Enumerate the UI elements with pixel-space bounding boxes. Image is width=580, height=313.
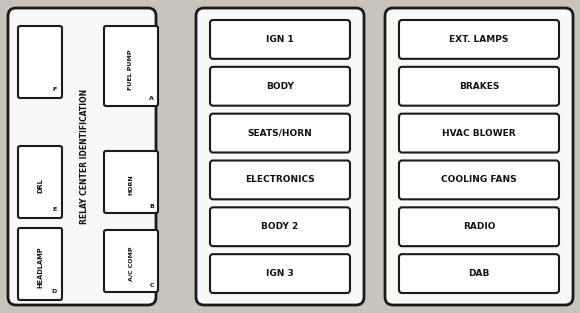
FancyBboxPatch shape (18, 146, 62, 218)
FancyBboxPatch shape (104, 26, 158, 106)
FancyBboxPatch shape (104, 230, 158, 292)
Text: A/C COMP: A/C COMP (129, 247, 133, 281)
Text: A: A (149, 95, 154, 100)
Text: IGN 3: IGN 3 (266, 269, 294, 278)
Text: IGN 1: IGN 1 (266, 35, 294, 44)
Text: BODY 2: BODY 2 (262, 222, 299, 231)
FancyBboxPatch shape (210, 161, 350, 199)
Text: RELAY CENTER IDENTIFICATION: RELAY CENTER IDENTIFICATION (81, 89, 89, 224)
Text: SEATS/HORN: SEATS/HORN (248, 129, 313, 138)
Text: HVAC BLOWER: HVAC BLOWER (442, 129, 516, 138)
FancyBboxPatch shape (18, 26, 62, 98)
FancyBboxPatch shape (104, 151, 158, 213)
FancyBboxPatch shape (210, 20, 350, 59)
Text: HORN: HORN (129, 175, 133, 196)
Text: DAB: DAB (468, 269, 490, 278)
FancyBboxPatch shape (399, 114, 559, 152)
FancyBboxPatch shape (8, 8, 156, 305)
Text: BODY: BODY (266, 82, 294, 91)
Text: ELECTRONICS: ELECTRONICS (245, 175, 315, 184)
Text: RADIO: RADIO (463, 222, 495, 231)
FancyBboxPatch shape (385, 8, 573, 305)
FancyBboxPatch shape (399, 67, 559, 106)
FancyBboxPatch shape (210, 207, 350, 246)
FancyBboxPatch shape (399, 254, 559, 293)
Text: EXT. LAMPS: EXT. LAMPS (450, 35, 509, 44)
FancyBboxPatch shape (210, 254, 350, 293)
Text: FUEL PUMP: FUEL PUMP (129, 50, 133, 90)
Text: C: C (149, 283, 154, 288)
Text: E: E (52, 207, 56, 212)
Text: DRL: DRL (37, 178, 43, 193)
Text: HEADLAMP: HEADLAMP (37, 247, 43, 288)
FancyBboxPatch shape (196, 8, 364, 305)
FancyBboxPatch shape (18, 228, 62, 300)
FancyBboxPatch shape (399, 161, 559, 199)
FancyBboxPatch shape (399, 207, 559, 246)
Text: F: F (52, 87, 56, 92)
FancyBboxPatch shape (210, 67, 350, 106)
Text: D: D (52, 289, 57, 294)
FancyBboxPatch shape (210, 114, 350, 152)
Text: BRAKES: BRAKES (459, 82, 499, 91)
Text: COOLING FANS: COOLING FANS (441, 175, 517, 184)
Text: B: B (149, 204, 154, 209)
FancyBboxPatch shape (399, 20, 559, 59)
